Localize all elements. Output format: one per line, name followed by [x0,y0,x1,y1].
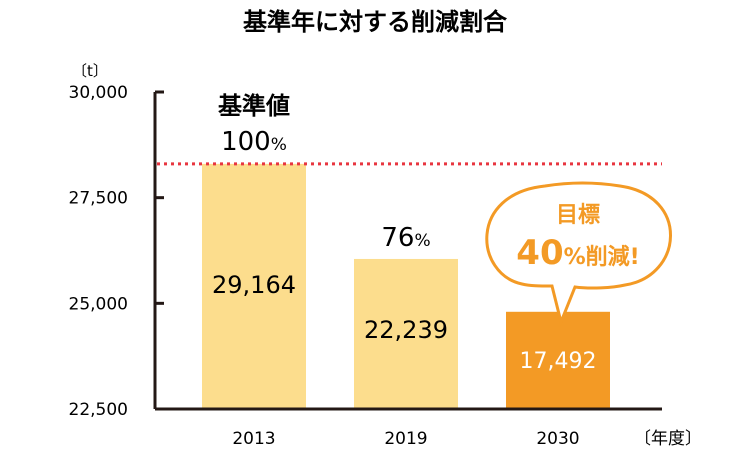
value-label-2013: 29,164 [212,271,296,299]
bar-2013 [202,163,306,409]
target-bubble: 目標 40%削減! [485,181,672,327]
x-tick-label: 2013 [232,429,275,449]
x-axis-unit: 〔年度〕 [634,429,702,449]
x-tick-label: 2019 [384,429,427,449]
bar-2019 [354,258,458,409]
y-axis-unit: 〔t〕 [72,62,108,80]
bubble-top-text: 目標 [556,203,600,228]
value-label-2019: 22,239 [364,316,448,344]
bars-group [202,163,610,409]
value-labels-group: 29,164 22,239 17,492 [212,271,596,374]
y-tick-label: 22,500 [69,400,128,420]
x-tick-label: 2030 [536,429,579,449]
y-ticks-group: 22,500 25,000 27,500 30,000 [69,83,164,420]
y-tick-label: 25,000 [69,294,128,314]
base-percent: 100% [221,127,287,157]
bubble-shape [485,181,672,327]
x-categories-group: 2013 2019 2030 [232,429,579,449]
chart-title: 基準年に対する削減割合 [243,8,508,36]
base-label: 基準値 [218,92,290,120]
bubble-main-text: 40%削減! [516,233,639,273]
second-percent: 76% [381,223,430,253]
value-label-2030: 17,492 [520,349,597,374]
y-tick-label: 30,000 [69,83,128,103]
y-tick-label: 27,500 [69,189,128,209]
bar-2030 [506,311,610,409]
